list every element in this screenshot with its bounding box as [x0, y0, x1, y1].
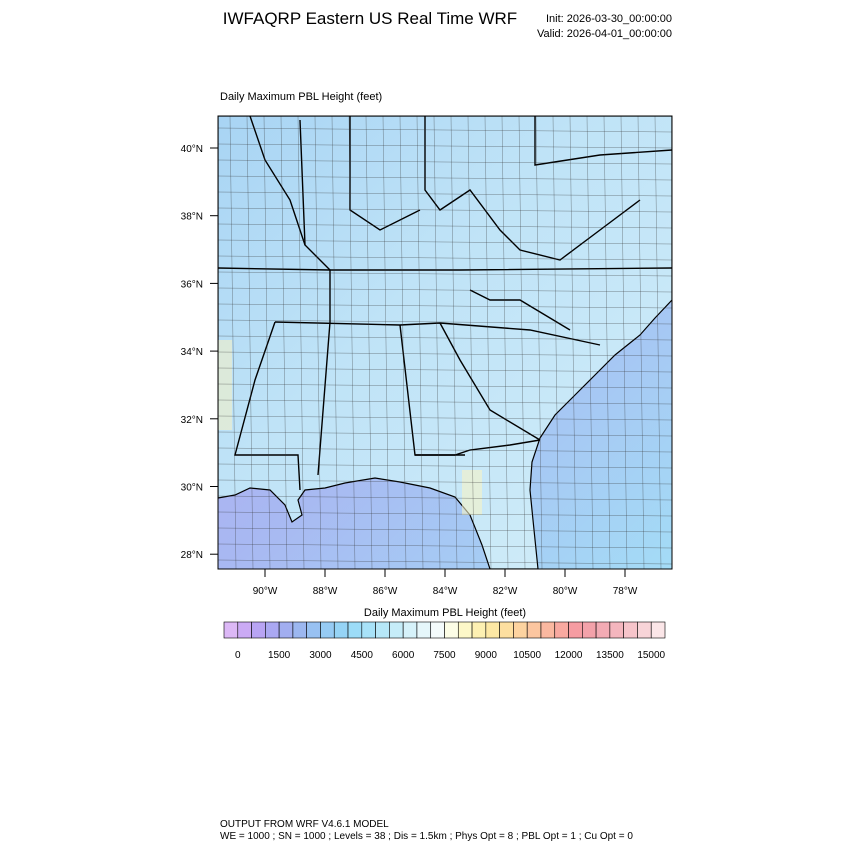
- color-swatch: [471, 621, 487, 639]
- lat-label: 32°N: [181, 415, 203, 426]
- colorbar-label: 15000: [637, 650, 665, 661]
- lon-label: 90°W: [253, 586, 278, 597]
- color-swatch: [595, 621, 611, 639]
- color-swatch: [333, 621, 349, 639]
- color-swatch: [457, 621, 473, 639]
- color-swatch: [347, 621, 363, 639]
- colorbar-label: 10500: [513, 650, 541, 661]
- color-swatch: [650, 621, 666, 639]
- colorbar-label: 1500: [268, 650, 291, 661]
- footer-line: OUTPUT FROM WRF V4.6.1 MODEL: [220, 819, 389, 830]
- color-swatch: [513, 621, 528, 639]
- color-swatch: [237, 621, 252, 639]
- footer-line: WE = 1000 ; SN = 1000 ; Levels = 38 ; Di…: [220, 831, 633, 842]
- color-swatch: [568, 621, 583, 639]
- colorbar-label: 4500: [351, 650, 374, 661]
- lat-label: 28°N: [181, 550, 203, 561]
- init-time: Init: 2026-03-30_00:00:00: [546, 13, 672, 25]
- lon-label: 88°W: [313, 586, 338, 597]
- map-subtitle: Daily Maximum PBL Height (feet): [220, 91, 382, 103]
- title: IWFAQRP Eastern US Real Time WRF: [223, 9, 517, 28]
- color-swatch: [526, 621, 542, 639]
- color-swatch: [416, 621, 432, 639]
- lat-axis: 40°N 38°N 36°N 34°N 32°N 30°N 28°N: [181, 144, 218, 561]
- county-lines: [218, 116, 672, 569]
- color-swatch: [265, 621, 280, 639]
- lon-label: 78°W: [613, 586, 638, 597]
- colorbar: 0 1500 3000 4500 6000 7500 9000 10500 12000 13500…: [223, 621, 666, 661]
- lat-label: 40°N: [181, 144, 203, 155]
- color-swatch: [623, 621, 638, 639]
- colorbar-label: 13500: [596, 650, 624, 661]
- color-swatch: [444, 621, 459, 639]
- color-swatch: [582, 621, 597, 639]
- colorbar-label: 6000: [392, 650, 415, 661]
- lon-label: 84°W: [433, 586, 458, 597]
- color-swatch: [292, 621, 307, 639]
- color-swatch: [637, 621, 652, 639]
- lon-label: 80°W: [553, 586, 578, 597]
- colorbar-label: 9000: [475, 650, 498, 661]
- color-swatch: [223, 621, 239, 639]
- color-swatch: [320, 621, 335, 639]
- colorbar-title: Daily Maximum PBL Height (feet): [364, 607, 526, 619]
- lat-label: 30°N: [181, 483, 203, 494]
- color-swatch: [278, 621, 294, 639]
- lat-label: 34°N: [181, 347, 203, 358]
- color-swatch: [430, 621, 445, 639]
- map-area: [218, 116, 672, 569]
- color-swatch: [389, 621, 404, 639]
- color-swatch: [375, 621, 390, 639]
- warm-patch: [462, 470, 482, 515]
- lon-label: 82°W: [493, 586, 518, 597]
- lat-label: 38°N: [181, 212, 203, 223]
- county-grid: [218, 116, 672, 569]
- color-swatch: [540, 621, 556, 639]
- color-swatch: [609, 621, 624, 639]
- color-swatch: [485, 621, 500, 639]
- color-swatch: [499, 621, 514, 639]
- colorbar-label: 7500: [433, 650, 456, 661]
- colorbar-label: 0: [235, 650, 241, 661]
- colorbar-label: 12000: [555, 650, 583, 661]
- color-swatch: [306, 621, 321, 639]
- color-swatch: [554, 621, 569, 639]
- color-swatch: [361, 621, 376, 639]
- valid-time: Valid: 2026-04-01_00:00:00: [537, 28, 672, 40]
- lon-label: 86°W: [373, 586, 398, 597]
- warm-patch: [218, 340, 232, 430]
- color-swatch: [251, 621, 266, 639]
- lat-label: 36°N: [181, 279, 203, 290]
- lon-axis: 90°W 88°W 86°W 84°W 82°W 80°W 78°W: [253, 569, 638, 597]
- state-lines: [218, 116, 672, 491]
- color-swatch: [402, 621, 418, 639]
- colorbar-label: 3000: [309, 650, 332, 661]
